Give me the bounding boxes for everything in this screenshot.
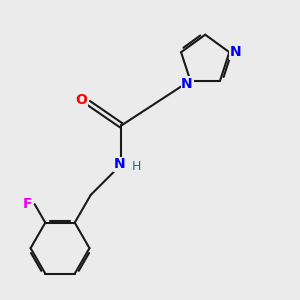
Text: F: F xyxy=(22,197,32,211)
Text: N: N xyxy=(230,45,241,59)
Text: O: O xyxy=(75,93,87,107)
Text: H: H xyxy=(132,160,142,173)
Text: N: N xyxy=(181,77,193,91)
Text: N: N xyxy=(113,157,125,171)
